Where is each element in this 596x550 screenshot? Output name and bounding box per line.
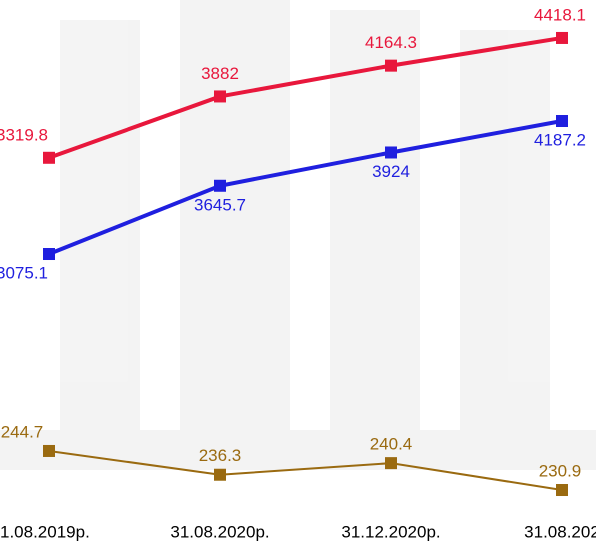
x-tick-label: 31.08.202 [524, 522, 596, 541]
data-label: 236.3 [199, 446, 242, 465]
data-label: 3924 [372, 162, 410, 181]
marker [214, 180, 226, 192]
marker [385, 457, 397, 469]
marker [214, 469, 226, 481]
marker [556, 115, 568, 127]
data-label: 240.4 [370, 435, 413, 454]
marker [556, 484, 568, 496]
background-picture [0, 0, 596, 470]
data-label: 4187.2 [534, 130, 586, 149]
data-label: 3075.1 [0, 263, 48, 282]
data-label: 3319.8 [0, 125, 48, 144]
data-label: 3882 [201, 64, 239, 83]
x-tick-label: 1.08.2019р. [0, 522, 90, 541]
marker [385, 146, 397, 158]
x-tick-label: 31.12.2020р. [341, 522, 440, 541]
x-tick-label: 31.08.2020р. [170, 522, 269, 541]
chart: 1.08.2019р. 31.08.2020р. 31.12.2020р. 31.08… [0, 0, 596, 550]
data-label: 3645.7 [194, 195, 246, 214]
data-label: 4164.3 [365, 33, 417, 52]
marker [556, 32, 568, 44]
page: {"chart_data": {"type": "line", "categor… [0, 0, 596, 550]
marker [43, 248, 55, 260]
data-label: 4418.1 [534, 5, 586, 24]
data-label: 244.7 [1, 422, 44, 441]
data-label: 230.9 [539, 461, 582, 480]
marker [214, 90, 226, 102]
marker [43, 152, 55, 164]
marker [385, 60, 397, 72]
marker [43, 445, 55, 457]
